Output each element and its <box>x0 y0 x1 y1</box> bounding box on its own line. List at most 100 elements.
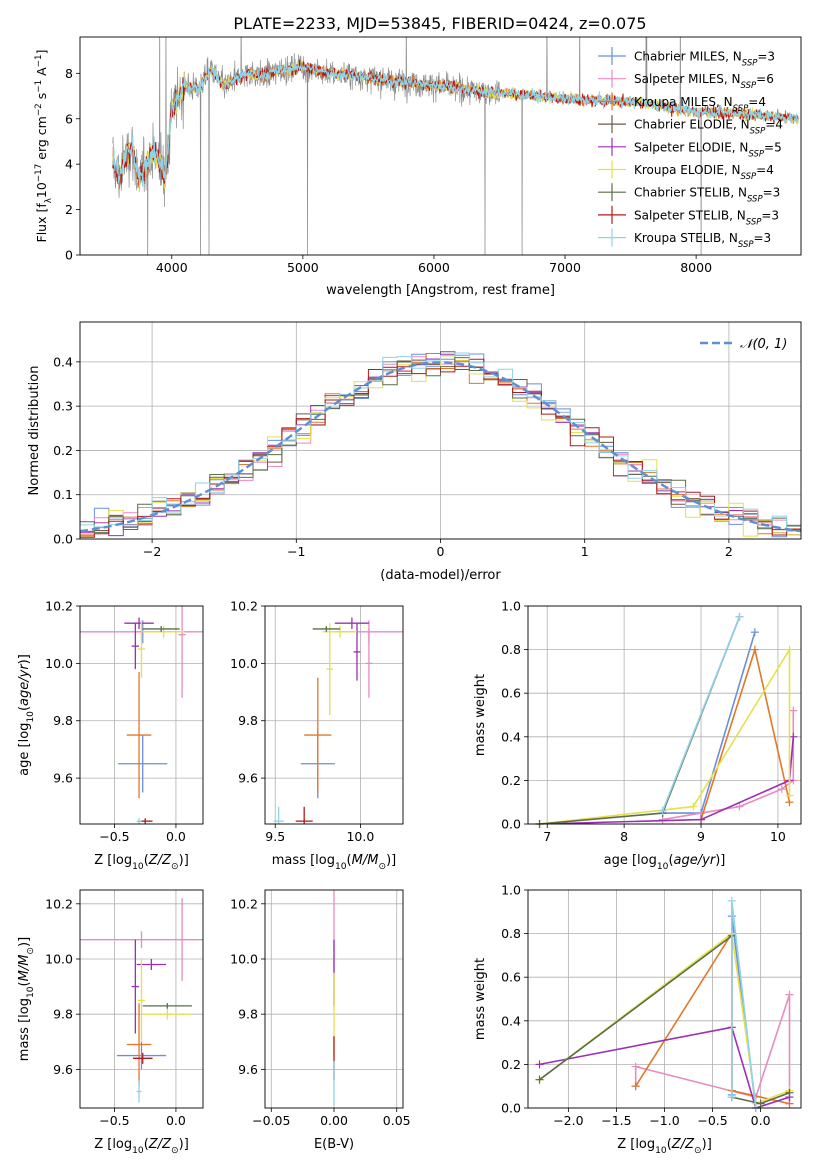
weight-z-series-salpeter_elodie <box>539 1026 790 1108</box>
age-mass-point-6 <box>322 626 357 638</box>
mass-z-xlabel-part-1: 10 <box>132 1146 144 1156</box>
spectrum-ylabel-part-2: 10 <box>34 182 49 198</box>
age-mass-xlabel-part-4: ⊙ <box>378 862 386 872</box>
legend-entry-8: Kroupa STELIB, NSSP=3 <box>634 231 771 250</box>
weight-z-xtick-label-2: −1.0 <box>649 1113 679 1128</box>
weight-age-xlabel-part-4: )] <box>715 853 725 868</box>
legend-sub-5: SSP <box>741 172 757 182</box>
weight-z-series-kroupa_elodie <box>539 932 790 1105</box>
legend-sub-0: SSP <box>742 59 758 69</box>
legend-entry-4: Salpeter ELODIE, NSSP=5 <box>634 140 782 159</box>
residuals-xtick-label-3: 1 <box>581 544 589 559</box>
spectrum-ylabel: Flux [fλ10−17 erg cm−2 s−1 A−1] <box>34 50 54 243</box>
weight-z-marker-salpeter_elodie-0 <box>535 1060 544 1069</box>
age-z-ylabel-part-3: age/yr <box>17 663 32 706</box>
spectrum-ytick-label-3: 6 <box>65 111 73 126</box>
weight-z-marker-kroupa_miles-0 <box>631 1082 640 1091</box>
mass-z-xlabel-part-3: Z/Z <box>148 1137 172 1152</box>
residuals-xtick-label-1: −1 <box>287 544 305 559</box>
age-mass-point-7 <box>326 623 334 715</box>
mass-z-xlabel: Z [log10(Z/Z⊙)] <box>94 1137 189 1156</box>
mass-z-axes: −0.5 0.0 9.6 9.8 10.0 10.2 <box>45 890 203 1128</box>
mass-ebv-xlabel: E(B-V) <box>314 1137 354 1152</box>
weight-z-xlabel-part-4: ⊙ <box>694 1146 702 1156</box>
legend-entry-7: Salpeter STELIB, NSSP=3 <box>634 208 779 227</box>
mass-ebv-xlabel-part-0: E(B-V) <box>314 1137 354 1152</box>
weight-age-xlabel-part-3: age/yr <box>674 853 717 868</box>
weight-z-ytick-label-2: 0.4 <box>501 1013 521 1028</box>
weight-age-xlabel-part-1: 10 <box>657 862 669 872</box>
weight-age-series-chabrier_miles <box>662 631 756 814</box>
legend-name-7: Salpeter STELIB, N <box>634 208 746 222</box>
legend-entry-3: Chabrier ELODIE, NSSP=4 <box>634 118 783 137</box>
age-z-point-4 <box>126 671 152 799</box>
weight-z-series-kroupa_stelib <box>730 900 757 1108</box>
weight-age-marker-kroupa_stelib-0 <box>658 806 667 815</box>
spectrum-ylabel-part-0: Flux [f <box>34 203 49 243</box>
weight-z-ytick-label-4: 0.8 <box>501 926 521 941</box>
age-mass-axes: 9.5 10.0 9.6 9.8 10.0 10.2 <box>230 599 403 844</box>
age-z-ylabel-part-2: ( <box>17 706 32 711</box>
age-mass-point-2 <box>365 628 373 698</box>
mass-z-xtick-label-1: 0.0 <box>166 1113 186 1128</box>
residuals-xtick-label-4: 2 <box>725 544 733 559</box>
weight-age-marker-salpeter_miles-1 <box>735 802 744 811</box>
spectrum-ylabel-part-7: −1 <box>34 80 44 93</box>
weight-age-ytick-label-2: 0.4 <box>501 729 521 744</box>
weight-age-xtick-label-3: 10 <box>770 829 786 844</box>
age-z-ylabel-part-0: age [log <box>17 723 32 776</box>
mass-z-ytick-label-0: 9.6 <box>53 1062 73 1077</box>
weight-z-xtick-label-3: −0.5 <box>697 1113 727 1128</box>
age-z-xlabel-part-1: 10 <box>132 862 144 872</box>
weight-age-marker-kroupa_elodie-1 <box>689 802 698 811</box>
age-z-ytick-label-2: 10.0 <box>45 656 73 671</box>
age-mass-xtick-label-0: 9.5 <box>265 829 285 844</box>
weight-z-xlabel-part-1: 10 <box>655 1146 667 1156</box>
weight-z-ytick-label-5: 1.0 <box>501 883 521 898</box>
spectrum-xlabel: wavelength [Angstrom, rest frame] <box>326 283 555 298</box>
mass-ebv-ytick-label-0: 9.6 <box>238 1062 258 1077</box>
spectrum-ytick-label-4: 8 <box>65 66 73 81</box>
mass-z-ytick-label-2: 10.0 <box>45 951 73 966</box>
weight-age-marker-kroupa_miles-1 <box>750 645 759 654</box>
weight-age-marker-kroupa_stelib-1 <box>735 612 744 621</box>
age-z-point-0 <box>118 735 168 793</box>
age-z-ytick-label-0: 9.6 <box>53 771 73 786</box>
spectrum-xtick-label-3: 7000 <box>549 260 581 275</box>
spectrum-xtick-label-0: 4000 <box>156 260 188 275</box>
residuals-xtick-label-2: 0 <box>437 544 445 559</box>
residuals-frame <box>79 321 802 540</box>
weight-z-ytick-label-1: 0.2 <box>501 1057 521 1072</box>
residuals-ylabel: Normed distribution <box>27 366 42 496</box>
age-z-frame <box>79 605 204 825</box>
mass-z-ylabel-part-3: M/M <box>17 955 32 982</box>
age-z-xlabel-part-4: ⊙ <box>171 862 179 872</box>
spectrum-ytick-label-0: 0 <box>65 248 73 263</box>
age-z-xtick-label-0: −0.5 <box>99 829 129 844</box>
weight-z-xtick-label-4: 0.0 <box>751 1113 771 1128</box>
legend-sub-1: SSP <box>741 81 757 91</box>
spectrum-ylabel-part-1: λ <box>44 198 54 203</box>
mass-z-xtick-label-0: −0.5 <box>99 1113 129 1128</box>
age-z-point-9 <box>142 626 180 632</box>
spectrum-ylabel-part-6: s <box>34 93 49 104</box>
mass-z-ytick-label-3: 10.2 <box>45 896 73 911</box>
age-mass-xlabel-part-5: )] <box>386 853 396 868</box>
weight-age-marker-chabrier_miles-2 <box>750 628 759 637</box>
age-z-ylabel-part-1: 10 <box>26 711 36 723</box>
mass-z-point-0 <box>116 1041 167 1070</box>
legend-name-1: Salpeter MILES, N <box>634 72 741 86</box>
legend-name-3: Chabrier ELODIE, N <box>634 118 750 132</box>
legend-sub-4: SSP <box>748 149 764 159</box>
weight-z-xlabel: Z [log10(Z/Z⊙)] <box>617 1137 712 1156</box>
residuals-ytick-label-2: 0.2 <box>53 443 73 458</box>
legend-sub-7: SSP <box>746 217 762 227</box>
age-z-xlabel: Z [log10(Z/Z⊙)] <box>94 853 189 872</box>
age-mass-xlabel-part-3: M/M <box>352 853 379 868</box>
spectrum-ylabel-part-9: −1 <box>34 54 44 67</box>
mass-z-point-9 <box>132 1052 153 1064</box>
age-z-point-5 <box>131 623 140 670</box>
residuals-ytick-label-1: 0.1 <box>53 487 73 502</box>
weight-age-marker-salpeter_miles-4 <box>789 706 798 715</box>
